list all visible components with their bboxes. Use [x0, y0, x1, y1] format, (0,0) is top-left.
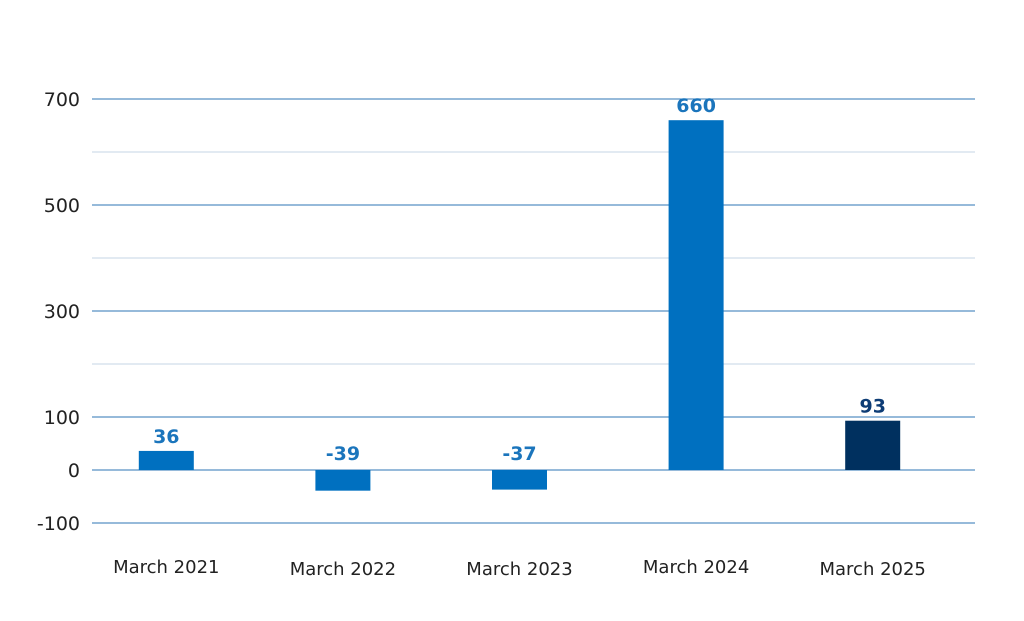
- bar: [668, 120, 724, 470]
- y-tick-label: 700: [44, 89, 80, 111]
- x-category-label: March 2025: [819, 559, 925, 580]
- y-tick-label: 100: [44, 407, 80, 429]
- data-label: -39: [326, 443, 360, 465]
- y-tick-label: 300: [44, 301, 80, 323]
- y-tick-label: -100: [37, 513, 80, 535]
- data-label: 36: [153, 426, 179, 448]
- y-tick-label: 0: [68, 460, 80, 482]
- x-category-label: March 2024: [643, 557, 749, 578]
- bars: [138, 120, 901, 491]
- x-axis-category-labels: March 2021 March 2022 March 2023 March 2024…: [113, 557, 926, 580]
- data-labels: 36 -39 -37 660 93: [153, 95, 886, 465]
- data-label: 93: [859, 396, 885, 418]
- bar: [315, 470, 371, 491]
- bar: [845, 420, 901, 470]
- y-axis-tick-labels: -100 0 100 300 500 700: [37, 89, 80, 535]
- x-category-label: March 2023: [466, 559, 572, 580]
- x-category-label: March 2021: [113, 557, 219, 578]
- data-label: 660: [676, 95, 716, 117]
- data-label: -37: [502, 443, 536, 465]
- x-category-label: March 2022: [290, 559, 396, 580]
- y-tick-label: 500: [44, 195, 80, 217]
- bar: [492, 470, 547, 490]
- bar: [138, 450, 194, 470]
